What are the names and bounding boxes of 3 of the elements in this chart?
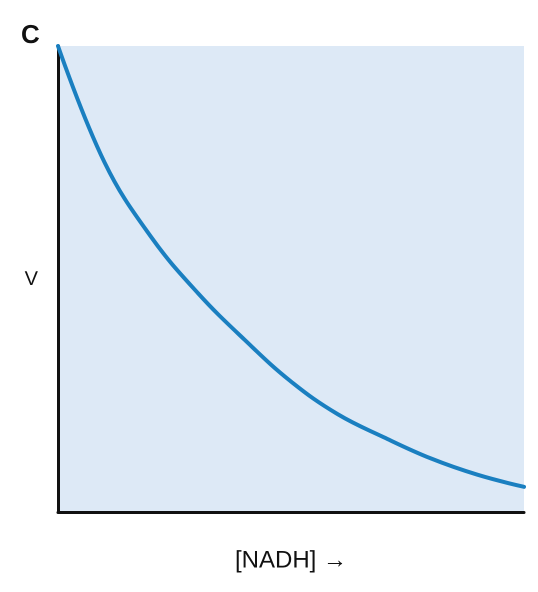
y-axis-title: V	[24, 268, 39, 290]
chart-title: C	[21, 19, 40, 49]
x-axis-title: [NADH] →	[234, 546, 348, 574]
